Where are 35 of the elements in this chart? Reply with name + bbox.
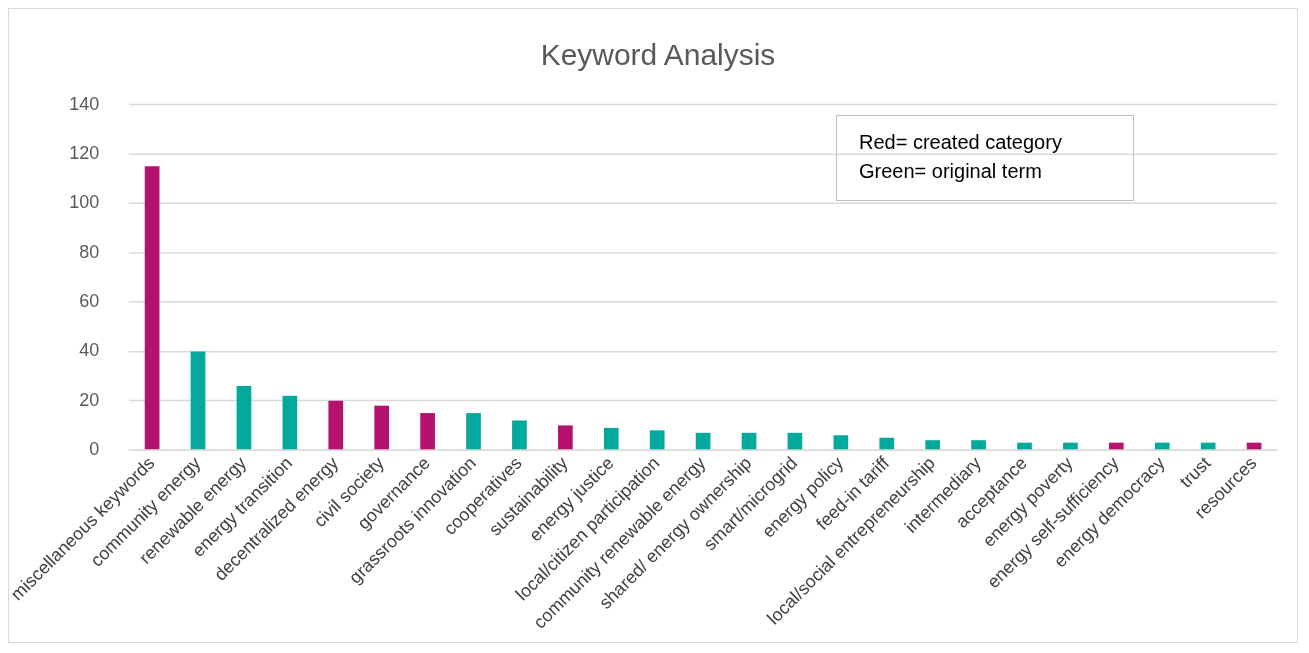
y-tick-label: 100: [69, 192, 100, 213]
bar: [374, 405, 390, 450]
bar: [833, 435, 849, 450]
bar: [1154, 442, 1170, 450]
bar: [787, 432, 803, 450]
y-tick-label: 140: [69, 93, 100, 114]
chart-title: Keyword Analysis: [540, 38, 776, 72]
bar: [603, 427, 619, 450]
bar: [1200, 442, 1216, 450]
y-tick-label: 20: [79, 389, 100, 410]
bar: [328, 400, 344, 450]
annotation: Red= created category: [859, 130, 1063, 155]
bar: [466, 413, 481, 450]
bar: [971, 440, 986, 450]
bar: [1108, 442, 1124, 450]
y-tick-label: 60: [79, 291, 100, 312]
bar: [282, 395, 298, 450]
bar: [144, 166, 160, 450]
bar: [190, 351, 206, 450]
bar: [512, 420, 527, 450]
bar: [1063, 442, 1078, 450]
y-tick-label: 0: [89, 439, 100, 460]
bar: [649, 430, 665, 450]
bar: [879, 437, 895, 450]
bar: [741, 432, 757, 450]
y-tick-label: 40: [79, 340, 100, 361]
bar: [236, 385, 252, 450]
y-tick-label: 120: [69, 143, 100, 163]
bar: [420, 413, 435, 450]
bar: [558, 425, 573, 450]
bar: [695, 432, 711, 450]
bar: [1017, 442, 1032, 450]
y-tick-label: 80: [79, 241, 100, 262]
annotation: Green= original term: [859, 159, 1043, 184]
bar: [925, 440, 941, 450]
